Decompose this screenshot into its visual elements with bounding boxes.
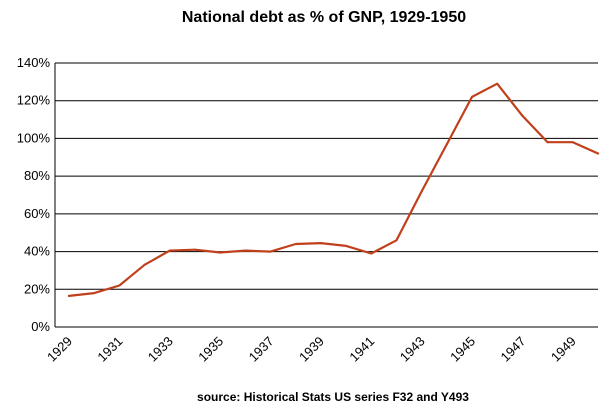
y-tick-label: 20%	[24, 281, 50, 296]
x-tick-label: 1945	[447, 334, 478, 365]
x-tick-label: 1935	[195, 334, 226, 365]
y-tick-label: 100%	[17, 130, 51, 145]
x-tick-label: 1943	[397, 334, 428, 365]
data-point	[168, 249, 171, 252]
gridlines	[54, 62, 598, 328]
x-tick-label: 1929	[44, 334, 75, 365]
y-tick-label: 0%	[31, 319, 50, 334]
x-tick-label: 1947	[497, 334, 528, 365]
x-tick-label: 1949	[548, 334, 579, 365]
data-point	[395, 239, 398, 242]
data-point	[68, 294, 70, 297]
data-point	[345, 244, 348, 247]
data-point	[319, 242, 322, 245]
x-tick-label: 1939	[296, 334, 327, 365]
data-point	[93, 292, 96, 295]
data-point	[597, 152, 599, 155]
data-point	[194, 248, 196, 251]
data-point	[294, 243, 297, 245]
data-point	[496, 82, 499, 85]
x-tick-label: 1941	[346, 334, 377, 365]
data-point	[445, 143, 448, 146]
data-point	[118, 284, 121, 287]
data-point	[244, 249, 247, 252]
data-point	[571, 141, 574, 144]
chart-source: source: Historical Stats US series F32 a…	[197, 390, 469, 404]
y-tick-label: 120%	[17, 93, 51, 108]
data-point	[143, 263, 146, 266]
y-axis-ticks: 0% 20% 40% 60% 80% 100% 120% 140%	[17, 55, 51, 334]
data-point	[546, 141, 549, 144]
x-tick-label: 1933	[145, 334, 176, 365]
x-tick-label: 1931	[94, 334, 125, 365]
data-point	[370, 252, 373, 255]
data-point	[269, 250, 272, 253]
chart-title: National debt as % of GNP, 1929-1950	[182, 9, 466, 26]
y-tick-label: 60%	[24, 206, 50, 221]
y-tick-label: 40%	[24, 244, 50, 259]
y-tick-label: 140%	[17, 55, 51, 70]
x-axis-ticks: 1929 1931 1933 1935 1937 1939 1941 1943 1945 1947…	[44, 334, 579, 365]
data-point	[420, 190, 423, 193]
y-tick-label: 80%	[24, 168, 50, 183]
data-point	[521, 114, 524, 117]
data-point	[471, 95, 473, 98]
data-point	[219, 251, 222, 254]
x-tick-label: 1937	[246, 334, 277, 365]
series-line	[67, 82, 600, 297]
series-layer	[67, 82, 600, 297]
